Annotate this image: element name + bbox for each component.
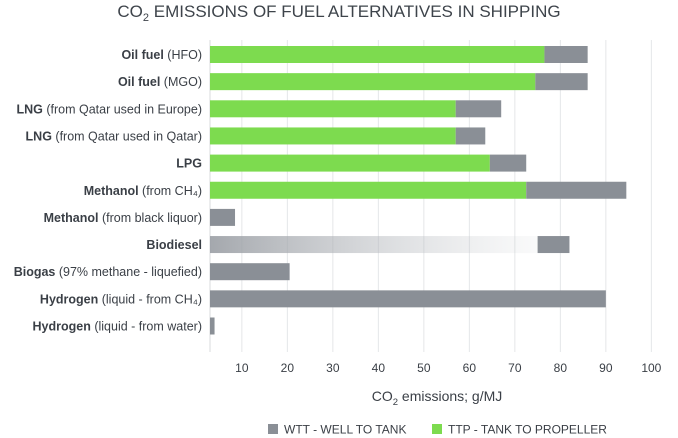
legend-label: TTP - TANK TO PROPELLER (448, 423, 607, 437)
bar-ttp (210, 181, 527, 199)
category-label: Methanol (from CH₄) (84, 184, 202, 198)
category-label: Oil fuel (MGO) (118, 75, 202, 89)
category-label-bold: Oil fuel (118, 75, 160, 89)
category-label: LNG (from Qatar used in Qatar) (26, 129, 202, 143)
bar-ttp (210, 100, 456, 118)
category-label-detail: (liquid - from water) (91, 320, 202, 334)
bar-ttp (210, 46, 545, 63)
bar-wtt (537, 236, 570, 254)
x-tick-label: 40 (372, 361, 386, 375)
category-label: LNG (from Qatar used in Europe) (17, 102, 203, 116)
chart-title-suffix: EMISSIONS OF FUEL ALTERNATIVES IN SHIPPI… (149, 2, 561, 21)
bars (210, 46, 627, 335)
chart-title-subscript: 2 (143, 12, 149, 24)
x-tick-label: 90 (599, 361, 613, 375)
x-axis-label-subscript: 2 (393, 397, 398, 408)
category-label-detail: (MGO) (160, 75, 202, 89)
category-label-bold: Methanol (84, 184, 139, 198)
category-label-bold: Methanol (44, 211, 99, 225)
x-tick-label: 10 (235, 361, 249, 375)
bar-wtt (526, 181, 627, 199)
x-tick-label: 60 (463, 361, 477, 375)
bar-wtt (535, 73, 588, 91)
bar-ttp (210, 236, 538, 254)
chart-title-prefix: CO (117, 2, 143, 21)
bar-ttp (210, 127, 456, 145)
category-label-bold: Hydrogen (33, 320, 91, 334)
category-label-detail: (liquid - from CH₄) (98, 292, 202, 306)
category-label: Oil fuel (HFO) (121, 48, 202, 62)
legend-swatch (268, 424, 278, 434)
category-label-bold: Oil fuel (121, 48, 163, 62)
bar-wtt (544, 46, 588, 63)
category-labels: Oil fuel (HFO)Oil fuel (MGO)LNG (from Qa… (14, 48, 202, 334)
bar-wtt (210, 317, 215, 335)
x-tick-label: 20 (281, 361, 295, 375)
legend-swatch (432, 424, 442, 434)
x-axis-label-suffix: emissions; g/MJ (398, 388, 502, 404)
bar-wtt (210, 263, 290, 281)
category-label-bold: Hydrogen (40, 292, 98, 306)
category-label: Methanol (from black liquor) (44, 211, 202, 225)
x-tick-label: 50 (417, 361, 431, 375)
bar-wtt (455, 127, 486, 145)
category-label-detail: (from black liquor) (99, 211, 203, 225)
category-label-detail: (from Qatar used in Europe) (43, 102, 202, 116)
category-label: Hydrogen (liquid - from CH₄) (40, 292, 202, 306)
category-label-detail: (HFO) (164, 48, 202, 62)
category-label-detail: (from Qatar used in Qatar) (52, 129, 202, 143)
bar-wtt (210, 208, 236, 226)
category-label-bold: Biogas (14, 265, 56, 279)
legend: WTT - WELL TO TANK TTP - TANK TO PROPELLE… (268, 423, 607, 437)
x-tick-labels: 10 20 30 40 50 60 70 80 90 100 (235, 361, 662, 375)
bar-ttp (210, 154, 490, 172)
legend-label: WTT - WELL TO TANK (284, 423, 406, 437)
bar-wtt (489, 154, 527, 172)
category-label-bold: Biodiesel (146, 238, 202, 252)
category-label-bold: LPG (176, 157, 202, 171)
category-label-detail: (from CH₄) (139, 184, 202, 198)
category-label-bold: LNG (26, 129, 52, 143)
x-tick-label: 100 (641, 361, 661, 375)
x-tick-label: 70 (508, 361, 522, 375)
bar-wtt (210, 290, 606, 308)
category-label-detail: (97% methane - liquefied) (55, 265, 202, 279)
x-tick-label: 30 (326, 361, 340, 375)
category-label: LPG (176, 157, 202, 171)
bar-wtt (455, 100, 502, 118)
x-tick-label: 80 (554, 361, 568, 375)
x-axis-label-prefix: CO (372, 388, 393, 404)
chart-title: CO2 EMISSIONS OF FUEL ALTERNATIVES IN SH… (117, 2, 560, 24)
category-label: Biogas (97% methane - liquefied) (14, 265, 202, 279)
bar-ttp (210, 73, 536, 91)
category-label: Biodiesel (146, 238, 202, 252)
category-label: Hydrogen (liquid - from water) (33, 320, 202, 334)
x-axis-label: CO2 emissions; g/MJ (372, 388, 503, 408)
category-label-bold: LNG (17, 102, 43, 116)
